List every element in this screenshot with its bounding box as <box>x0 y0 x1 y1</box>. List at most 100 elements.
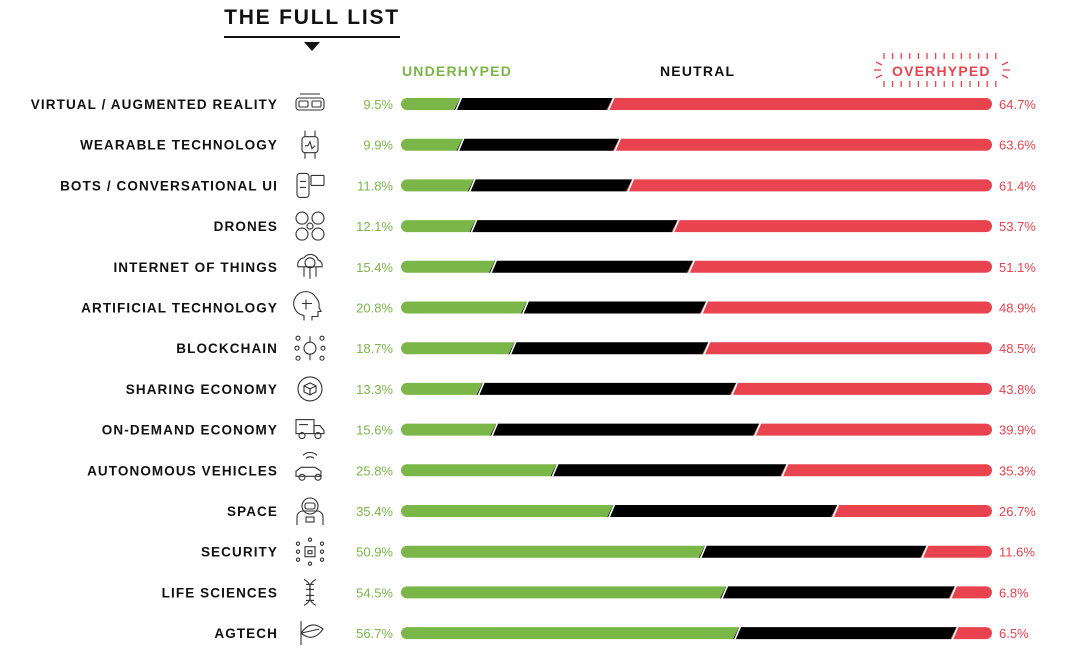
bar-separator <box>551 462 559 478</box>
bar-separator <box>687 259 696 275</box>
drone-icon <box>295 211 325 241</box>
category-label: BLOCKCHAIN <box>176 341 278 356</box>
bar-overhyped <box>730 382 993 395</box>
astronaut-icon <box>296 497 324 525</box>
chart-row: AUTONOMOUS VEHICLES 25.8% 35.3% <box>87 451 1036 481</box>
bar-underhyped <box>401 545 705 558</box>
bar-neutral <box>720 586 955 599</box>
bar-separator <box>607 96 615 112</box>
security-chip-icon <box>295 537 325 566</box>
underhyped-value-label: 35.4% <box>356 504 393 519</box>
bar-underhyped <box>401 220 476 233</box>
cloud-network-icon <box>297 254 323 279</box>
bar-separator <box>521 300 530 315</box>
bar-separator <box>831 503 840 519</box>
bar-underhyped <box>401 586 727 599</box>
overhyped-value-label: 48.9% <box>999 301 1036 316</box>
burst-ray <box>1001 61 1009 66</box>
category-label: AUTONOMOUS VEHICLES <box>87 463 278 478</box>
hands-cube-icon <box>297 376 323 402</box>
bar-overhyped <box>950 627 993 640</box>
bar-separator <box>626 178 635 193</box>
bar-underhyped <box>401 98 461 110</box>
blockchain-icon <box>294 335 326 361</box>
bar-overhyped <box>920 545 993 558</box>
overhyped-value-label: 48.5% <box>999 341 1036 356</box>
ai-head-icon <box>293 291 322 321</box>
underhyped-value-label: 12.1% <box>356 219 393 234</box>
title-caret-icon <box>304 42 320 51</box>
bar-neutral <box>467 179 633 192</box>
chart-row: SECURITY 50.9% 11.6% <box>201 537 1035 566</box>
chart-row: ARTIFICIAL TECHNOLOGY 20.8% 48.9% <box>81 291 1036 321</box>
overhyped-value-label: 6.5% <box>999 626 1029 641</box>
category-label: WEARABLE TECHNOLOGY <box>80 138 278 153</box>
bar-neutral <box>698 545 927 558</box>
underhyped-value-label: 11.8% <box>357 178 393 193</box>
burst-ray <box>875 61 883 66</box>
delivery-truck-icon <box>295 419 325 440</box>
bar-neutral <box>469 220 678 233</box>
overhyped-value-label: 61.4% <box>999 178 1036 193</box>
underhyped-value-label: 13.3% <box>356 382 393 397</box>
category-label: LIFE SCIENCES <box>162 585 278 600</box>
bar-separator <box>730 381 739 397</box>
chart-row: ON-DEMAND ECONOMY 15.6% 39.9% <box>102 419 1036 440</box>
chart-row: WEARABLE TECHNOLOGY 9.9% 63.6% <box>80 130 1036 159</box>
bar-underhyped <box>401 382 483 395</box>
bar-underhyped <box>401 138 463 151</box>
burst-ray <box>1001 74 1009 79</box>
bar-underhyped <box>401 179 474 192</box>
bar-overhyped <box>626 179 993 192</box>
leaf-plant-icon <box>300 621 324 646</box>
bar-underhyped <box>401 423 497 436</box>
overhyped-value-label: 35.3% <box>999 463 1036 478</box>
bar-overhyped <box>702 342 993 355</box>
dna-icon <box>303 578 317 606</box>
bar-separator <box>470 218 478 234</box>
bar-overhyped <box>671 220 993 233</box>
underhyped-value-label: 50.9% <box>356 545 393 560</box>
overhyped-value-label: 6.8% <box>999 585 1029 600</box>
bar-separator <box>951 625 959 641</box>
bar-underhyped <box>401 342 515 355</box>
category-label: SECURITY <box>201 545 278 560</box>
bar-separator <box>607 503 616 519</box>
category-label: SPACE <box>227 504 278 519</box>
underhyped-value-label: 15.6% <box>356 423 393 438</box>
bar-separator <box>703 340 711 356</box>
underhyped-value-label: 25.8% <box>356 463 393 478</box>
bar-underhyped <box>401 260 496 273</box>
bar-overhyped <box>686 260 993 273</box>
overhyped-value-label: 43.8% <box>999 382 1036 397</box>
bar-underhyped <box>401 505 614 517</box>
chart-row: AGTECH 56.7% 6.5% <box>214 621 1029 646</box>
bar-separator <box>468 178 476 193</box>
chart-row: VIRTUAL / AUGMENTED REALITY 9.5% 64.7% <box>31 93 1036 112</box>
overhyped-value-label: 53.7% <box>999 219 1036 234</box>
category-label: BOTS / CONVERSATIONAL UI <box>60 178 278 193</box>
bar-separator <box>672 218 680 234</box>
overhyped-value-label: 64.7% <box>999 97 1036 112</box>
bar-underhyped <box>401 301 527 314</box>
underhyped-value-label: 20.8% <box>356 301 393 316</box>
autonomous-car-icon <box>295 451 322 481</box>
bar-neutral <box>607 505 838 517</box>
chart-row: LIFE SCIENCES 54.5% 6.8% <box>162 578 1029 606</box>
category-label: DRONES <box>214 219 278 234</box>
vr-headset-icon <box>295 93 325 111</box>
underhyped-value-label: 54.5% <box>356 585 393 600</box>
bar-separator <box>454 96 463 112</box>
bar-separator <box>457 137 465 153</box>
bar-neutral <box>456 138 620 151</box>
chart-row: BLOCKCHAIN 18.7% 48.5% <box>176 335 1036 361</box>
bar-overhyped <box>753 423 993 436</box>
underhyped-value-label: 18.7% <box>356 341 393 356</box>
bar-separator <box>509 340 517 356</box>
bar-neutral <box>490 423 760 436</box>
bar-separator <box>781 462 789 478</box>
overhyped-value-label: 39.9% <box>999 423 1036 438</box>
category-label: SHARING ECONOMY <box>126 382 278 397</box>
category-label: ON-DEMAND ECONOMY <box>102 423 278 438</box>
